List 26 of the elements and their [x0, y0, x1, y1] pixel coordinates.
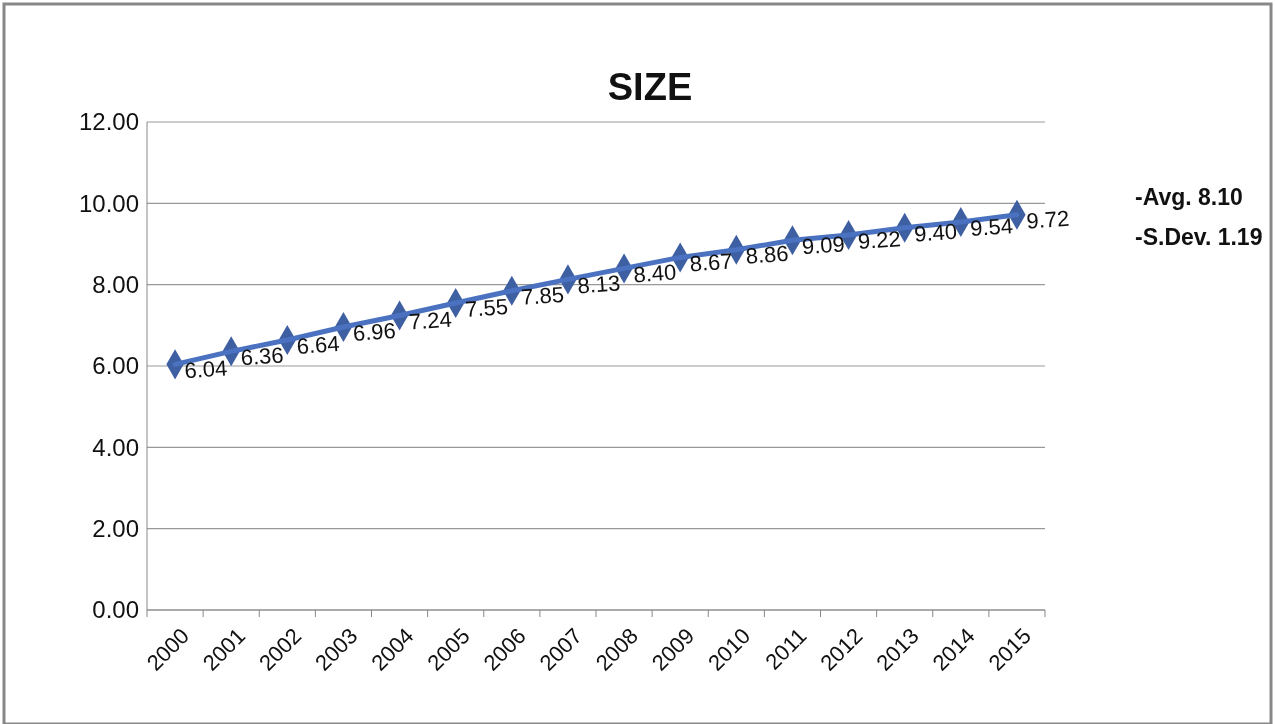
data-label: 6.64 [295, 331, 341, 359]
y-tick-label: 12.00 [78, 108, 139, 136]
y-tick-label: 0.00 [92, 596, 139, 624]
data-label: 9.09 [801, 231, 846, 260]
y-tick-label: 6.00 [92, 352, 139, 380]
data-label: 9.54 [969, 213, 1014, 242]
y-tick-label: 4.00 [92, 433, 139, 461]
chart-title: SIZE [607, 66, 693, 108]
data-label: 8.40 [632, 259, 678, 288]
data-label: 6.04 [183, 355, 229, 384]
data-label: 9.72 [1025, 205, 1071, 234]
data-label: 8.86 [744, 240, 790, 269]
y-tick-label: 2.00 [92, 515, 139, 543]
text: -S.Dev. 1.19 [1135, 224, 1263, 250]
data-label: 7.55 [464, 294, 509, 322]
data-label: 6.36 [239, 342, 285, 371]
data-label: 8.13 [576, 270, 622, 299]
y-tick-label: 8.00 [92, 271, 139, 299]
text: -Avg. 8.10 [1135, 184, 1243, 210]
data-label: 8.67 [688, 248, 734, 277]
data-label: 6.96 [352, 318, 397, 346]
data-label: 9.40 [913, 218, 958, 247]
data-label: 7.24 [408, 306, 453, 335]
y-tick-label: 10.00 [78, 189, 139, 217]
data-label: 7.85 [520, 281, 565, 310]
data-label: 9.22 [857, 226, 902, 255]
